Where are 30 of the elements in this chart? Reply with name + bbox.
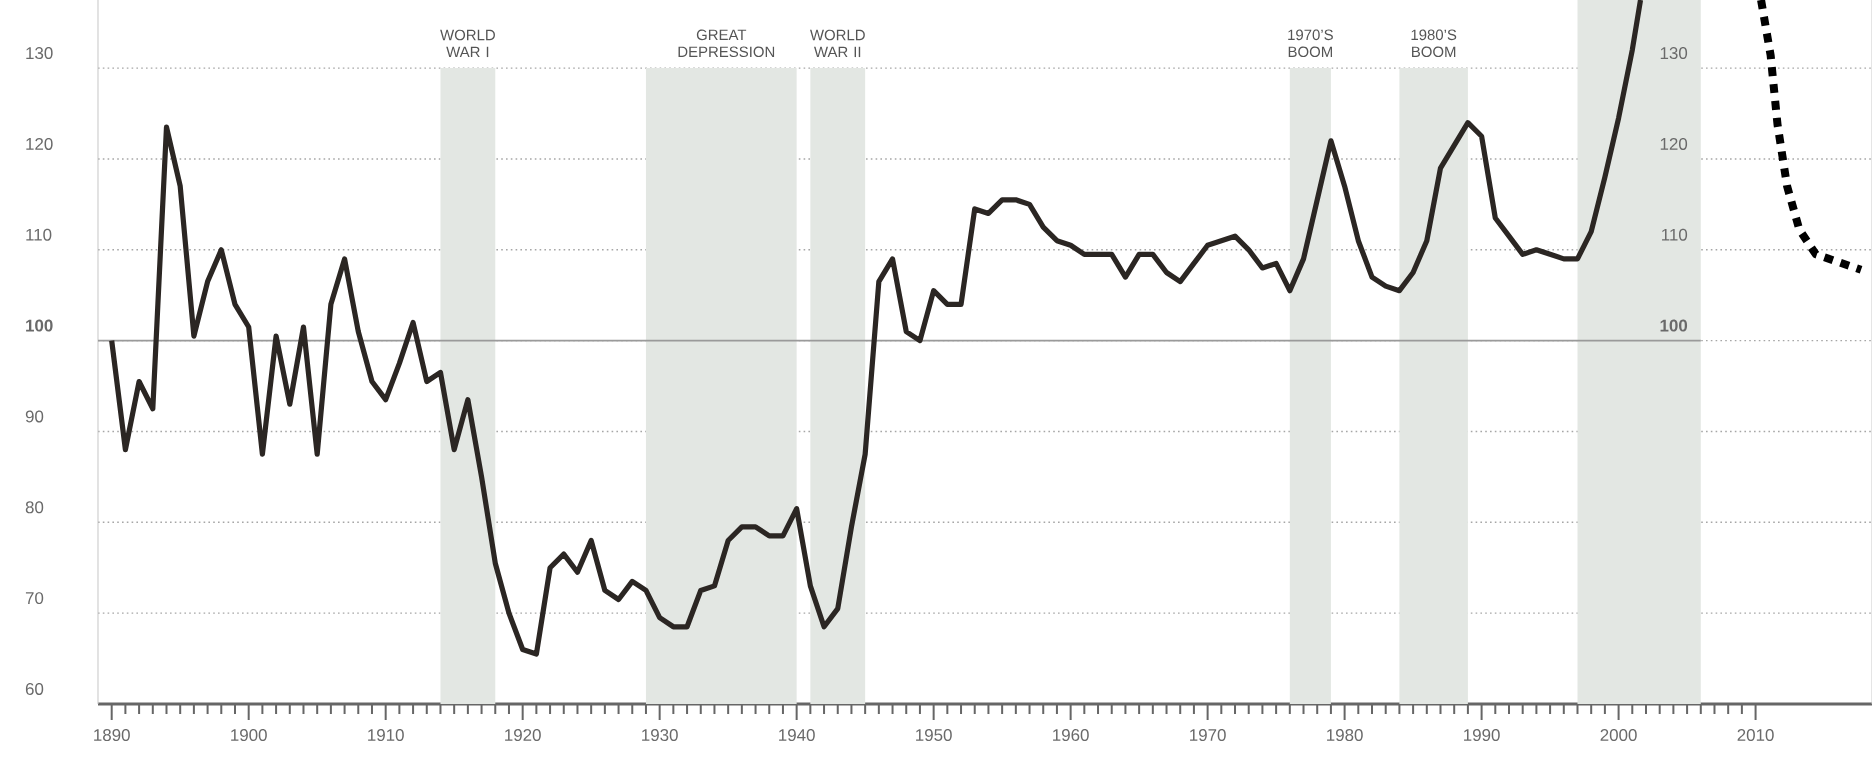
y2-tick-label: 120	[1660, 137, 1688, 150]
x-tick-label: 1900	[231, 729, 267, 742]
x-tick-label: 1970	[1190, 729, 1226, 742]
y-tick-label: 90	[25, 410, 44, 423]
band-label: WORLD WAR II	[810, 29, 865, 58]
x-tick-label: 1950	[916, 729, 952, 742]
y-tick-label: 60	[25, 682, 44, 695]
y2-tick-label: 110	[1662, 228, 1688, 241]
x-tick-label: 1960	[1053, 729, 1089, 742]
x-tick-label: 1920	[505, 729, 541, 742]
x-tick-label: 1980	[1327, 729, 1363, 742]
band-label: 1980’S BOOM	[1411, 29, 1457, 58]
y-tick-label: 120	[26, 137, 53, 150]
band-label: 1970’S BOOM	[1288, 29, 1333, 58]
x-tick-label: 2010	[1737, 729, 1774, 742]
x-tick-label: 1910	[368, 729, 404, 742]
y-tick-label: 110	[26, 228, 52, 241]
x-tick-label: 2000	[1600, 729, 1637, 742]
x-tick-label: 1890	[94, 729, 130, 742]
x-tick-label: 1930	[642, 729, 678, 742]
y-tick-label: 130	[26, 47, 53, 60]
y-tick-label: 80	[25, 501, 44, 514]
band-label: WORLD WAR I	[440, 29, 495, 58]
y-tick-label: 70	[25, 592, 44, 605]
y2-tick-label: 130	[1660, 47, 1688, 60]
y-tick-label: 100	[26, 319, 53, 332]
x-tick-label: 1940	[779, 729, 815, 742]
y2-tick-label: 100	[1660, 319, 1688, 332]
band-label: GREAT DEPRESSION	[678, 29, 775, 58]
x-tick-label: 1990	[1464, 729, 1500, 742]
